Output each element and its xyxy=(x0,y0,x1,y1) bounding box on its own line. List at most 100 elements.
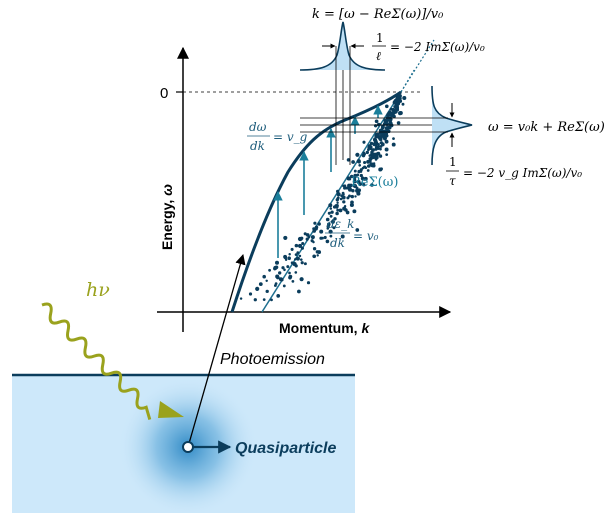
data-point xyxy=(347,177,351,181)
data-point xyxy=(336,192,341,197)
group-velocity-rhs: = v_g xyxy=(273,130,308,144)
mdc-peak-fill xyxy=(300,22,385,70)
data-point xyxy=(329,207,333,210)
data-point xyxy=(355,228,360,232)
data-point xyxy=(336,201,339,205)
data-point xyxy=(357,169,361,174)
data-point xyxy=(354,195,357,198)
bare-band xyxy=(261,39,435,313)
data-point xyxy=(281,266,285,270)
data-point xyxy=(398,99,403,103)
edc-width-rhs: = −2 v_g ImΣ(ω)/v₀ xyxy=(463,166,582,180)
data-point xyxy=(393,105,397,109)
data-point xyxy=(253,298,257,302)
data-point xyxy=(310,235,315,240)
data-point xyxy=(300,236,304,240)
data-point xyxy=(262,298,266,301)
data-point xyxy=(365,150,369,155)
x-axis-label-symbol: k xyxy=(361,320,370,336)
data-point xyxy=(352,209,357,214)
data-point xyxy=(306,281,311,285)
photoemission-arrow xyxy=(187,254,246,448)
data-point xyxy=(363,176,368,181)
data-point xyxy=(296,251,300,255)
data-point xyxy=(288,271,291,275)
data-point xyxy=(248,292,253,296)
photoemission-label: Photoemission xyxy=(220,351,325,368)
data-point xyxy=(359,173,363,178)
data-point xyxy=(323,235,327,240)
data-point xyxy=(328,203,333,208)
data-point xyxy=(370,183,374,187)
data-point xyxy=(364,166,368,170)
data-point xyxy=(355,186,359,190)
mdc-width-denominator: ℓ xyxy=(376,49,381,63)
data-point xyxy=(317,222,321,226)
data-point xyxy=(268,268,272,272)
group-velocity-numerator: dω xyxy=(249,120,267,134)
data-point xyxy=(378,154,383,158)
y-axis-label: Energy, ω xyxy=(159,184,175,250)
data-point xyxy=(396,105,399,108)
data-point xyxy=(380,142,385,147)
data-point xyxy=(356,179,361,184)
data-point xyxy=(326,227,330,230)
data-point xyxy=(401,102,405,106)
y-axis-label-symbol: ω xyxy=(159,184,175,196)
data-point xyxy=(342,200,346,204)
data-point xyxy=(396,121,401,125)
edc-width-denominator: τ xyxy=(449,174,456,188)
data-point xyxy=(346,196,350,200)
mdc-width-rhs: = −2 ImΣ(ω)/v₀ xyxy=(390,40,485,54)
x-axis-label-text: Momentum, xyxy=(279,320,361,336)
data-point xyxy=(350,194,354,199)
data-point xyxy=(366,169,370,172)
data-point xyxy=(274,282,278,285)
data-point xyxy=(319,229,324,234)
edc-peak xyxy=(300,85,473,166)
data-point xyxy=(297,243,303,248)
data-point xyxy=(356,191,361,196)
data-point xyxy=(330,219,335,224)
data-point xyxy=(333,217,337,221)
self-energy-arrows xyxy=(273,105,383,258)
data-point xyxy=(297,289,301,294)
data-point xyxy=(329,214,333,218)
data-point xyxy=(278,277,283,282)
data-point xyxy=(366,159,371,164)
bare-velocity-numerator: dε_k xyxy=(327,217,354,231)
data-point xyxy=(265,289,269,294)
data-point xyxy=(374,119,379,124)
photon-label: hν xyxy=(86,279,110,301)
data-point xyxy=(384,147,389,152)
data-point xyxy=(384,131,389,136)
data-point xyxy=(384,139,389,144)
data-point xyxy=(349,174,354,179)
data-point xyxy=(345,210,350,215)
data-point xyxy=(357,188,362,193)
data-point xyxy=(316,254,319,257)
bare-velocity-denominator: dk xyxy=(330,236,345,250)
data-point xyxy=(262,274,266,279)
data-point xyxy=(353,169,357,173)
data-point xyxy=(288,252,291,256)
data-point xyxy=(300,258,303,261)
data-point xyxy=(270,298,273,302)
data-point xyxy=(389,118,393,122)
data-point xyxy=(339,197,343,201)
data-point xyxy=(303,262,307,266)
data-point xyxy=(336,208,340,212)
data-point xyxy=(391,142,396,147)
data-point xyxy=(298,254,302,258)
data-point xyxy=(379,138,383,142)
data-point xyxy=(299,277,304,282)
data-point xyxy=(294,271,298,274)
data-point xyxy=(300,246,304,250)
renormalized-extension xyxy=(400,69,415,93)
edc-width-formula: 1 τ = −2 v_g ImΣ(ω)/v₀ xyxy=(446,155,582,188)
data-point xyxy=(358,163,362,167)
data-point xyxy=(392,115,396,118)
data-point xyxy=(239,297,243,300)
data-point xyxy=(336,189,340,194)
